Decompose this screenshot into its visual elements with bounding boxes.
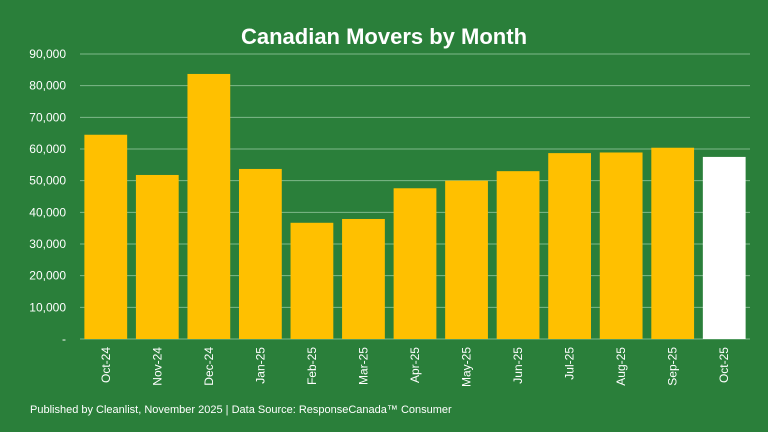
- y-tick-label: 40,000: [29, 205, 66, 219]
- footer-source-note: Published by Cleanlist, November 2025 | …: [30, 404, 452, 416]
- x-tick-label: Feb-25: [305, 347, 319, 385]
- bar-oct-24: [84, 134, 128, 339]
- x-tick-label: Oct-25: [717, 347, 731, 383]
- y-tick-label: 20,000: [29, 269, 66, 283]
- bar-jun-25: [496, 171, 540, 339]
- x-tick-label: Oct-24: [99, 347, 113, 383]
- y-tick-label: 60,000: [29, 142, 66, 156]
- chart-title: Canadian Movers by Month: [240, 24, 528, 49]
- bar-mar-25: [342, 218, 385, 339]
- bar-apr-25: [393, 188, 437, 339]
- bar-feb-25: [290, 222, 334, 339]
- bar-oct-25: [702, 156, 746, 339]
- y-tick-label: 50,000: [29, 174, 66, 188]
- x-tick-label: Aug-25: [614, 347, 628, 386]
- x-tick-label: Jul-25: [563, 347, 577, 380]
- x-tick-label: Jan-25: [253, 347, 267, 384]
- bar-may-25: [445, 180, 488, 339]
- bar-sep-25: [651, 147, 695, 339]
- bar-dec-24: [187, 73, 231, 339]
- x-tick-label: May-25: [460, 347, 474, 387]
- y-tick-label: -: [62, 332, 66, 346]
- x-tick-label: Dec-24: [202, 347, 216, 386]
- x-tick-label: Jun-25: [511, 347, 525, 384]
- x-tick-label: Nov-24: [150, 347, 164, 386]
- bar-jan-25: [238, 168, 282, 339]
- bar-nov-24: [135, 174, 179, 339]
- y-tick-label: 30,000: [29, 237, 66, 251]
- y-tick-label: 80,000: [29, 79, 66, 93]
- bar-jul-25: [548, 153, 592, 339]
- y-tick-label: 90,000: [29, 47, 66, 61]
- x-tick-label: Apr-25: [408, 347, 422, 383]
- bar-aug-25: [599, 152, 643, 339]
- x-tick-label: Sep-25: [666, 347, 680, 386]
- x-tick-label: Mar-25: [356, 347, 370, 385]
- y-tick-label: 10,000: [29, 300, 66, 314]
- y-tick-label: 70,000: [29, 110, 66, 124]
